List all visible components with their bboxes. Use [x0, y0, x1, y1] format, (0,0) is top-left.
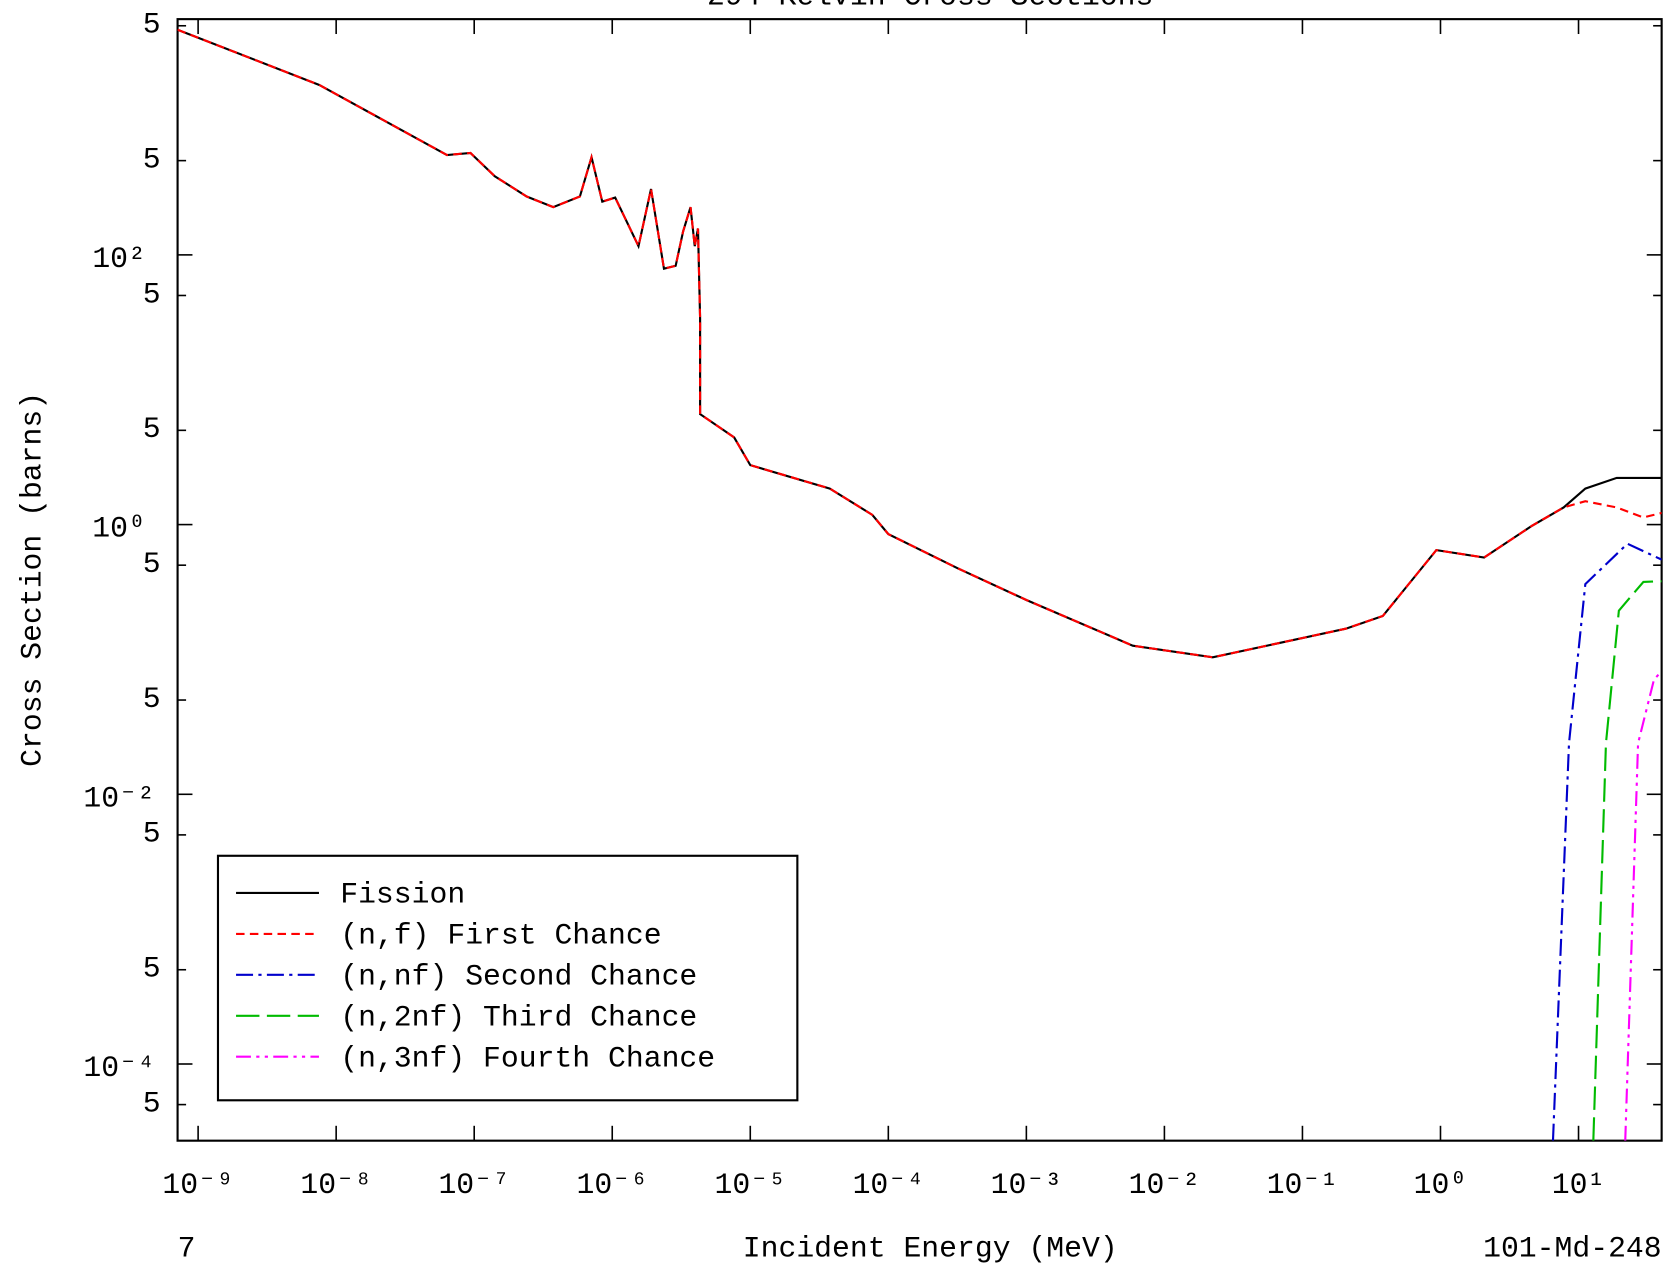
y-tick-label: 5 — [143, 817, 161, 851]
legend-label: Fission — [340, 878, 465, 912]
x-tick-label: 10⁻⁴ — [853, 1168, 924, 1202]
x-tick-label: 10⁻⁷ — [438, 1168, 509, 1202]
series-line — [1624, 670, 1662, 1141]
y-tick-label: 5 — [143, 142, 161, 176]
legend-label: (n,f) First Chance — [340, 918, 661, 952]
y-tick-label: 5 — [143, 1086, 161, 1120]
x-tick-label: 10¹ — [1552, 1168, 1606, 1202]
series-line — [1551, 542, 1662, 1141]
x-axis-label: Incident Energy (MeV) — [743, 1232, 1118, 1264]
chart-title: 294 Kelvin Cross Sections — [707, 0, 1153, 13]
x-tick-label: 10⁻⁹ — [162, 1168, 233, 1202]
x-tick-label: 10⁻² — [1129, 1168, 1200, 1202]
footer-left: 7 — [178, 1232, 196, 1264]
legend-box — [216, 854, 799, 1102]
series-line — [1592, 580, 1662, 1141]
x-tick-label: 10⁻¹ — [1267, 1168, 1338, 1202]
y-tick-label: 10⁻⁴ — [83, 1051, 154, 1085]
series-line — [177, 28, 1662, 659]
x-tick-label: 10⁻⁵ — [715, 1168, 786, 1202]
y-tick-label: 5 — [143, 952, 161, 986]
plot-frame — [176, 18, 1663, 1142]
x-tick-label: 10⁻³ — [991, 1168, 1062, 1202]
y-tick-label: 5 — [143, 8, 161, 42]
y-tick-label: 10² — [92, 242, 146, 276]
y-tick-label: 5 — [143, 547, 161, 581]
legend-label: (n,nf) Second Chance — [340, 959, 697, 993]
y-tick-label: 5 — [143, 277, 161, 311]
plot-area — [177, 28, 1662, 1141]
x-tick-label: 10⁻⁶ — [576, 1168, 647, 1202]
footer-right: 101-Md-248 — [1483, 1232, 1662, 1264]
y-tick-label: 10⁰ — [92, 512, 146, 546]
x-tick-label: 10⁻⁸ — [300, 1168, 371, 1202]
series-line — [177, 28, 1662, 659]
y-tick-label: 5 — [143, 682, 161, 716]
y-tick-label: 10⁻² — [83, 781, 154, 815]
y-tick-label: 5 — [143, 412, 161, 446]
x-tick-label: 10⁰ — [1414, 1168, 1468, 1202]
legend-label: (n,3nf) Fourth Chance — [340, 1041, 715, 1075]
legend-label: (n,2nf) Third Chance — [340, 1000, 697, 1034]
y-axis-label: Cross Section (barns) — [15, 392, 49, 767]
